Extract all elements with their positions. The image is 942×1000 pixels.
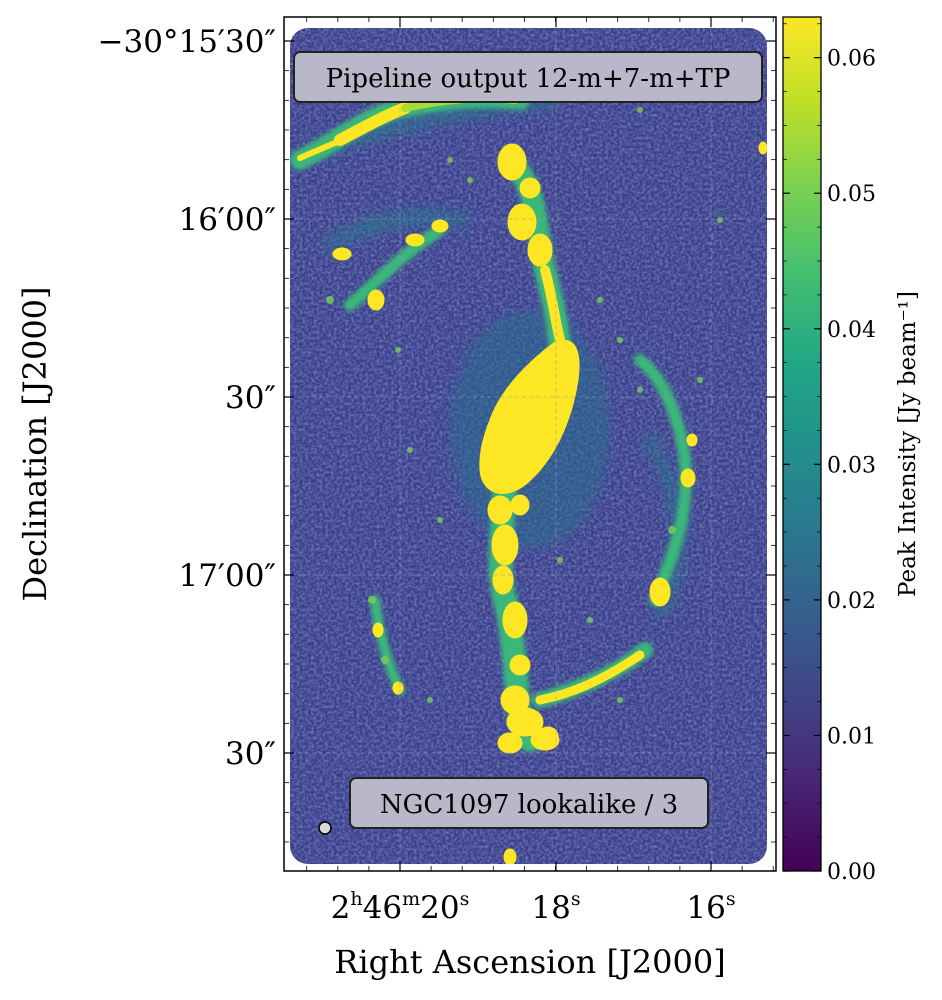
colorbar-tick-label: 0.06: [827, 47, 876, 72]
x-tick-label-ra16: 16s: [686, 888, 735, 926]
annotation-bottom: NGC1097 lookalike / 3: [349, 777, 709, 829]
beam-marker: [318, 821, 332, 835]
annotation-top: Pipeline output 12-m+7-m+TP: [293, 51, 763, 103]
colorbar: 0.00 0.01 0.02 0.03 0.04 0.05 0.06: [782, 16, 876, 885]
svg-text:Pipeline output 12-m+7-m+TP: Pipeline output 12-m+7-m+TP: [326, 64, 731, 94]
svg-text:NGC1097 lookalike / 3: NGC1097 lookalike / 3: [380, 790, 678, 820]
y-axis-label: Declination [J2000]: [16, 286, 54, 601]
colorbar-tick-label: 0.05: [827, 182, 876, 207]
colorbar-label: Peak Intensity [Jy beam⁻¹]: [895, 291, 921, 597]
x-tick-label-ra18: 18s: [531, 888, 580, 926]
colorbar-tick-label: 0.04: [827, 318, 876, 343]
y-tick-label: 17′00″: [178, 558, 276, 594]
minor-ticks: [284, 17, 776, 871]
y-tick-label: −30°15′30″: [98, 24, 276, 60]
x-axis-label: Right Ascension [J2000]: [334, 943, 725, 981]
y-tick-label: 30″: [225, 736, 276, 772]
x-tick-label-ra20: 2h46m20s: [331, 888, 470, 926]
colorbar-tick-label: 0.03: [827, 453, 876, 478]
intensity-map: [284, 17, 776, 871]
y-tick-label: 30″: [225, 380, 276, 416]
colorbar-tick-label: 0.00: [827, 860, 876, 885]
y-tick-label: 16′00″: [178, 202, 276, 238]
colorbar-tick-label: 0.01: [827, 724, 876, 749]
colorbar-tick-label: 0.02: [827, 589, 876, 614]
plot-frame: [283, 16, 777, 872]
coordinate-grid: [284, 17, 776, 871]
